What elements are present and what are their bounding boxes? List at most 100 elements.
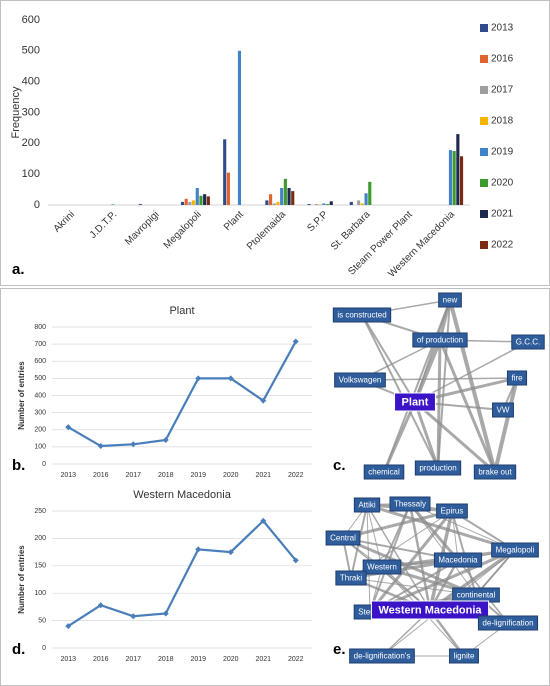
network-node-label: Epirus <box>441 507 464 516</box>
y-tick-label: 500 <box>22 45 40 57</box>
line <box>67 341 297 448</box>
point-marker <box>292 338 299 345</box>
bar <box>456 134 460 205</box>
bar <box>237 50 242 206</box>
network-node-label: Sterea <box>358 608 382 617</box>
y-tick-label: 700 <box>34 341 46 348</box>
y-tick-label: 400 <box>34 392 46 399</box>
bar <box>448 150 453 205</box>
y-axis-label: Number of entries <box>17 545 26 614</box>
legend-label: 2018 <box>491 116 514 127</box>
chart-title: Plant <box>169 305 194 317</box>
panel-a-frame <box>0 0 550 286</box>
x-tick-label: 2019 <box>190 656 206 663</box>
bar <box>314 204 319 205</box>
network-node-label: Attiki <box>358 501 376 510</box>
point-marker <box>195 375 202 382</box>
bar <box>360 203 364 205</box>
point-marker <box>97 443 104 450</box>
legend-label: 2017 <box>491 85 514 96</box>
bar <box>111 204 115 205</box>
x-tick-label: 2021 <box>255 472 271 479</box>
network-node-label: production <box>419 464 456 473</box>
network-node <box>438 292 462 308</box>
bar <box>325 204 330 205</box>
legend-swatch <box>480 179 488 187</box>
bar <box>283 178 287 205</box>
x-tick-label: 2018 <box>158 472 174 479</box>
network-node <box>491 542 539 558</box>
point-marker <box>227 549 234 556</box>
y-tick-label: 600 <box>22 14 40 26</box>
network-edge <box>366 504 383 568</box>
bar <box>138 204 142 205</box>
panel-label: e. <box>333 641 346 658</box>
legend-label: 2019 <box>491 147 514 158</box>
y-tick-label: 300 <box>34 409 46 416</box>
y-tick-label: 200 <box>34 535 46 542</box>
network-node-label: chemical <box>368 468 400 477</box>
y-tick-label: 600 <box>34 358 46 365</box>
network-node <box>332 307 392 323</box>
network-node <box>349 648 415 664</box>
bar <box>307 204 311 205</box>
legend-label: 2020 <box>491 178 514 189</box>
network-node <box>412 332 468 348</box>
point-marker <box>162 610 169 617</box>
network-edge <box>437 299 451 469</box>
network-node-label: Western Macedonia <box>378 604 482 616</box>
network-node-label: Volkswagen <box>339 376 382 385</box>
y-tick-label: 800 <box>34 324 46 331</box>
x-tick-label: 2013 <box>60 656 76 663</box>
point-marker <box>97 602 104 609</box>
y-tick-label: 250 <box>34 508 46 515</box>
network-node <box>414 460 462 476</box>
legend-swatch <box>480 210 488 218</box>
y-tick-label: 0 <box>34 199 40 211</box>
network-edge <box>409 503 516 551</box>
bar <box>276 201 280 205</box>
network-edge <box>438 339 497 473</box>
network-edge <box>359 377 518 381</box>
point-marker <box>227 375 234 382</box>
network-node <box>389 496 431 512</box>
network-edge <box>368 510 454 613</box>
bar <box>226 172 230 205</box>
point-marker <box>292 557 299 564</box>
y-tick-label: 100 <box>22 168 40 180</box>
y-axis-label: Frequency <box>10 86 22 138</box>
y-tick-label: 0 <box>42 461 46 468</box>
network-edge <box>408 503 432 611</box>
point-marker <box>195 546 202 553</box>
bar <box>452 151 456 205</box>
bar <box>368 181 372 205</box>
legend-label: 2016 <box>491 54 514 65</box>
y-tick-label: 400 <box>22 76 40 88</box>
network-node <box>477 615 539 631</box>
network-edge <box>448 299 497 473</box>
network-node-label: Thraki <box>340 574 362 583</box>
network-node <box>370 600 490 620</box>
network-node-label: new <box>443 296 458 305</box>
point-marker <box>65 623 72 630</box>
network-node <box>353 497 381 513</box>
network-node <box>394 392 436 412</box>
network-node-label: de-lignification's <box>354 652 411 661</box>
network-node <box>511 334 545 350</box>
legend-swatch <box>480 86 488 94</box>
network-node <box>334 372 386 388</box>
network-edge <box>413 339 442 403</box>
legend-swatch <box>480 117 488 125</box>
bar <box>199 195 203 205</box>
bar <box>272 203 276 205</box>
network-node <box>363 464 405 480</box>
bar <box>329 201 333 205</box>
network-node-label: Plant <box>402 396 429 408</box>
network-edge <box>342 509 453 540</box>
x-tick-label: 2022 <box>288 656 304 663</box>
x-tick-label: 2020 <box>223 472 239 479</box>
bar <box>349 201 353 205</box>
panel-label: d. <box>12 641 25 658</box>
network-edge <box>361 314 439 469</box>
